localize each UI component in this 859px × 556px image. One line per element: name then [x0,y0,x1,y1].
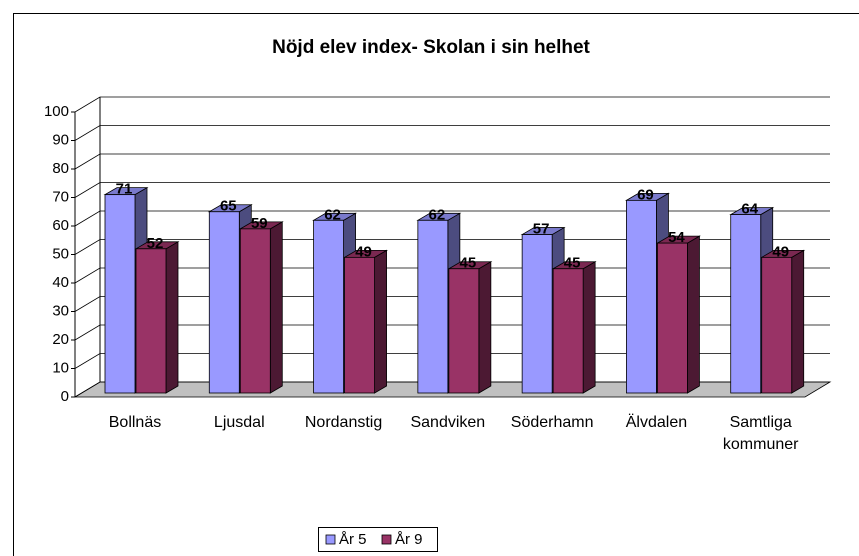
legend-swatch [381,534,392,545]
x-tick-label: Söderhamn [510,414,594,431]
value-label: 69 [637,186,654,203]
legend-label: År 5 [339,531,367,548]
x-tick-label: Sandviken [410,414,486,431]
chart-title: Nöjd elev index- Skolan i sin helhet [272,37,590,58]
y-tick-label: 100 [44,103,69,120]
x-tick-label: Älvdalen [625,414,688,431]
y-tick-label: 10 [52,359,69,376]
y-tick-label: 0 [61,388,69,405]
x-tick-label: Ljusdal [213,414,265,431]
bar [761,256,793,394]
bar-side [374,249,387,394]
bar [626,199,657,394]
x-tick-label: Samtliga kommuner [722,414,799,453]
bar [208,211,240,394]
grid-line [74,125,830,141]
bar [657,242,688,394]
value-label: 49 [355,243,372,260]
value-label: 54 [668,229,685,246]
value-label: 57 [533,221,550,238]
value-label: 62 [324,206,341,223]
bar [313,219,344,394]
bar [552,268,584,394]
value-label: 62 [429,206,446,223]
bar [521,234,553,394]
bar [239,228,271,394]
value-label: 52 [147,235,164,252]
y-tick-label: 80 [52,160,69,177]
bar-side [165,241,179,394]
y-tick-label: 50 [52,245,69,262]
y-tick-label: 40 [52,274,69,291]
legend-box [318,527,438,552]
bar-side [791,249,805,394]
x-tick-label: Bollnäs [108,414,162,431]
legend-label: År 9 [395,531,423,548]
value-label: 59 [251,215,268,232]
legend-swatch [325,534,336,545]
grid-line [74,239,830,255]
y-tick-label: 90 [52,131,69,148]
grid-line [74,153,830,170]
value-label: 65 [220,198,237,215]
x-tick-label: Nordanstig [304,414,383,431]
bar [344,256,375,394]
value-label: 64 [741,201,758,218]
bar [135,248,167,394]
value-label: 45 [460,255,477,272]
grid-line [74,210,830,227]
y-tick-label: 70 [52,188,69,205]
y-tick-label: 30 [52,302,69,319]
value-label: 45 [564,255,581,272]
bar [730,214,762,394]
grid-line [74,96,830,113]
y-tick-label: 20 [52,331,69,348]
grid-line [74,182,830,198]
bar [448,268,480,394]
y-tick-label: 60 [52,217,69,234]
bar-side [582,261,596,394]
bar [417,219,449,394]
value-label: 71 [116,181,133,198]
bar-side [687,235,700,394]
bar-side [269,221,283,394]
value-label: 49 [772,243,789,260]
bar [104,194,136,394]
bar-side [478,261,492,394]
